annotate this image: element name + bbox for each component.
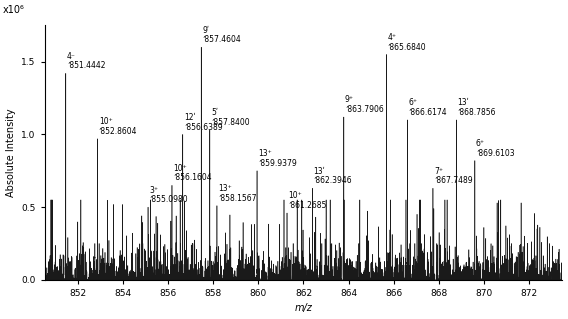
Text: 9ʹ
ʼ857.4604: 9ʹ ʼ857.4604 xyxy=(202,26,241,44)
Text: 13⁺
ʼ859.9379: 13⁺ ʼ859.9379 xyxy=(258,149,297,168)
X-axis label: m/z: m/z xyxy=(295,303,312,314)
Text: 4⁻
ʼ851.4442: 4⁻ ʼ851.4442 xyxy=(67,52,106,70)
Text: 5ʹ
ʼ857.8400: 5ʹ ʼ857.8400 xyxy=(211,108,249,127)
Y-axis label: Absolute Intensity: Absolute Intensity xyxy=(6,108,15,197)
Text: 12ʹ
ʼ856.6389: 12ʹ ʼ856.6389 xyxy=(184,113,223,131)
Text: 10⁺
ʼ861.2685: 10⁺ ʼ861.2685 xyxy=(288,191,327,210)
Text: 4⁺
ʼ865.6840: 4⁺ ʼ865.6840 xyxy=(387,33,426,52)
Text: x10⁶: x10⁶ xyxy=(3,5,25,15)
Text: 3⁺
ʼ855.0980: 3⁺ ʼ855.0980 xyxy=(149,186,188,204)
Text: 13ʹ
ʼ868.7856: 13ʹ ʼ868.7856 xyxy=(457,98,496,117)
Text: 10⁺
ʼ856.1604: 10⁺ ʼ856.1604 xyxy=(173,164,212,182)
Text: 13ʹ
ʼ862.3946: 13ʹ ʼ862.3946 xyxy=(314,167,352,185)
Text: 10⁺
ʼ852.8604: 10⁺ ʼ852.8604 xyxy=(99,117,137,136)
Text: 9⁺
ʼ863.7906: 9⁺ ʼ863.7906 xyxy=(345,95,383,114)
Text: 13⁺
ʼ858.1567: 13⁺ ʼ858.1567 xyxy=(218,184,257,203)
Text: 6⁺
ʼ866.6174: 6⁺ ʼ866.6174 xyxy=(408,98,447,117)
Text: 6⁺
ʼ869.6103: 6⁺ ʼ869.6103 xyxy=(476,139,515,158)
Text: 7⁺
ʼ867.7489: 7⁺ ʼ867.7489 xyxy=(434,167,473,185)
